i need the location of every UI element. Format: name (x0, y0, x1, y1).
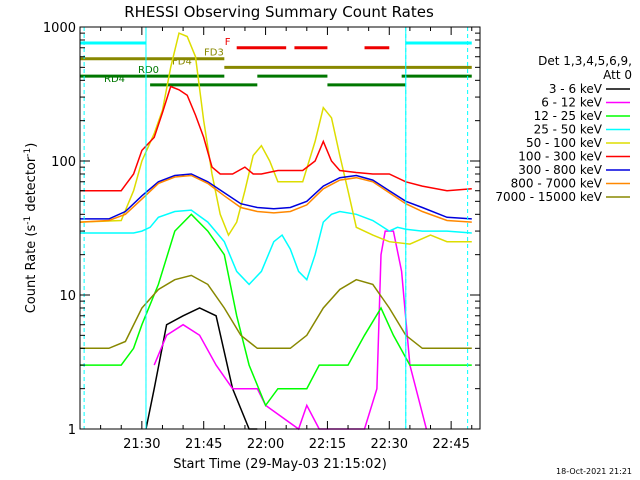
series-line-1 (153, 230, 428, 431)
y-tick-label-3: 1000 (43, 21, 76, 36)
legend-label-3: 25 - 50 keV (534, 123, 603, 137)
series-line-3 (80, 209, 472, 286)
flag-label-3: FD4 (172, 56, 192, 67)
legend-label-2: 12 - 25 keV (534, 109, 603, 123)
x-tick-label-2: 22:00 (247, 437, 284, 452)
legend-label-6: 300 - 800 keV (518, 163, 602, 177)
legend-label-0: 3 - 6 keV (549, 82, 603, 96)
flag-label-5: RD4 (104, 74, 125, 85)
legend-label-4: 50 - 100 keV (526, 136, 603, 150)
series-line-2 (80, 213, 472, 407)
series-line-4 (79, 32, 472, 245)
series-line-0 (145, 307, 258, 430)
footer-date: 18-Oct-2021 21:21 (556, 467, 632, 476)
x-tick-label-0: 21:30 (123, 437, 160, 452)
series-line-5 (80, 85, 472, 192)
legend-label-7: 800 - 7000 keV (511, 177, 603, 191)
series-line-6 (80, 173, 472, 220)
flag-label-2: FD3 (204, 48, 224, 59)
legend-label-1: 6 - 12 keV (541, 96, 603, 110)
x-tick-label-1: 21:45 (185, 437, 222, 452)
chart-title: RHESSI Observing Summary Count Rates (124, 3, 434, 21)
plot-frame (79, 26, 481, 430)
y-axis-label: Count Rate (s-1 detector-1) (23, 143, 39, 314)
flag-label-4: RD0 (138, 65, 159, 76)
x-tick-label-4: 22:30 (371, 437, 408, 452)
y-tick-label-1: 10 (59, 289, 76, 304)
x-tick-label-5: 22:45 (432, 437, 469, 452)
x-tick-label-3: 22:15 (309, 437, 346, 452)
y-tick-label-2: 100 (51, 155, 76, 170)
flag-label-1: F (225, 37, 231, 48)
legend-header: Det 1,3,4,5,6,9, (538, 54, 632, 68)
series-line-7 (79, 174, 472, 223)
legend-label-5: 100 - 300 keV (518, 150, 602, 164)
legend-label-8: 7000 - 15000 keV (495, 190, 602, 204)
legend-att: Att 0 (603, 68, 632, 82)
series-line-8 (80, 274, 472, 350)
x-axis-label: Start Time (29-May-03 21:15:02) (173, 457, 387, 472)
y-tick-label-0: 1 (68, 423, 76, 438)
